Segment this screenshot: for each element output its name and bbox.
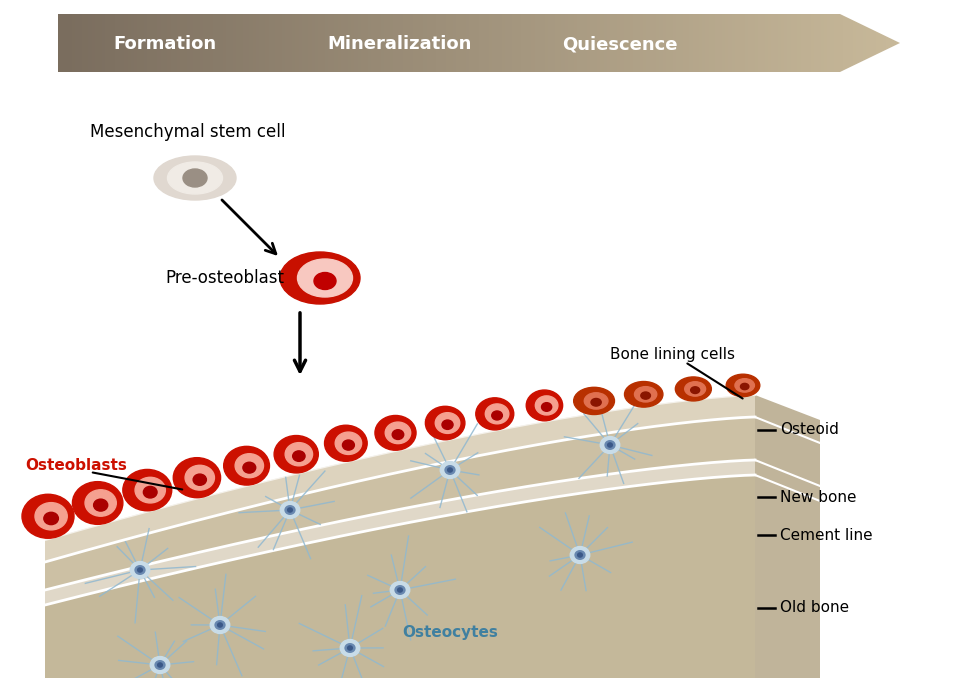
Ellipse shape [526,390,562,421]
Ellipse shape [324,425,366,461]
Text: New bone: New bone [780,490,856,504]
Polygon shape [45,475,754,678]
Ellipse shape [218,623,222,627]
Text: Old bone: Old bone [780,601,848,616]
Ellipse shape [150,656,170,673]
Ellipse shape [734,379,753,392]
Ellipse shape [292,451,305,461]
Ellipse shape [740,383,748,390]
Ellipse shape [279,252,360,304]
Ellipse shape [284,506,295,515]
Ellipse shape [21,494,74,538]
Ellipse shape [155,660,165,669]
Ellipse shape [35,502,67,530]
Ellipse shape [285,443,313,466]
Ellipse shape [345,643,355,652]
Ellipse shape [234,454,263,478]
Ellipse shape [435,413,459,433]
Ellipse shape [342,440,354,450]
Text: Osteoblasts: Osteoblasts [25,458,127,473]
Ellipse shape [440,462,459,479]
Ellipse shape [44,513,59,525]
Ellipse shape [210,616,230,633]
Ellipse shape [605,441,615,450]
Ellipse shape [574,551,584,559]
Ellipse shape [374,416,415,450]
Ellipse shape [534,396,557,415]
Ellipse shape [491,411,502,420]
Text: Osteocytes: Osteocytes [402,624,497,639]
Ellipse shape [385,422,410,443]
Polygon shape [45,460,754,605]
Ellipse shape [447,468,452,472]
Ellipse shape [144,486,157,498]
Ellipse shape [590,399,601,406]
Ellipse shape [173,458,221,498]
Text: Quiescence: Quiescence [562,35,677,53]
Ellipse shape [726,374,759,397]
Polygon shape [45,417,754,590]
Ellipse shape [340,639,360,656]
Ellipse shape [130,561,149,578]
Ellipse shape [242,462,255,473]
Ellipse shape [476,398,513,430]
Ellipse shape [425,406,464,440]
Ellipse shape [392,430,404,439]
Text: Osteoid: Osteoid [780,422,838,437]
Ellipse shape [398,588,402,592]
Ellipse shape [577,553,581,557]
Ellipse shape [274,435,318,473]
Text: Formation: Formation [113,35,216,53]
Ellipse shape [192,474,206,485]
Text: Pre-osteoblast: Pre-osteoblast [165,269,283,287]
Ellipse shape [607,443,612,447]
Ellipse shape [634,386,657,402]
Ellipse shape [94,499,107,511]
Polygon shape [45,395,754,562]
Ellipse shape [167,162,223,194]
Ellipse shape [215,621,225,629]
Ellipse shape [314,273,336,290]
Ellipse shape [390,582,409,599]
Ellipse shape [541,403,551,412]
Ellipse shape [600,437,619,454]
Ellipse shape [287,508,292,512]
Ellipse shape [135,477,165,503]
Ellipse shape [138,568,143,572]
Text: Cement line: Cement line [780,527,871,542]
Ellipse shape [335,432,361,454]
Ellipse shape [573,387,614,414]
Ellipse shape [690,386,699,393]
Ellipse shape [183,169,207,187]
Ellipse shape [135,565,145,574]
Ellipse shape [297,259,352,297]
Ellipse shape [684,382,704,396]
Ellipse shape [185,465,214,490]
Ellipse shape [445,466,454,475]
Ellipse shape [624,382,662,407]
Ellipse shape [442,420,452,429]
Ellipse shape [280,502,299,519]
Ellipse shape [675,377,710,401]
Ellipse shape [157,663,162,667]
Polygon shape [754,395,819,678]
Ellipse shape [640,392,650,399]
Text: Bone lining cells: Bone lining cells [610,348,735,363]
Ellipse shape [395,586,404,595]
Ellipse shape [224,446,270,485]
Ellipse shape [583,393,608,409]
Ellipse shape [85,490,116,516]
Polygon shape [45,395,754,678]
Text: Mesenchymal stem cell: Mesenchymal stem cell [90,123,285,141]
Ellipse shape [153,156,235,200]
Ellipse shape [123,469,172,511]
Ellipse shape [485,404,508,424]
Ellipse shape [570,546,589,563]
Text: Mineralization: Mineralization [327,35,472,53]
Ellipse shape [72,481,123,524]
Ellipse shape [347,646,352,650]
